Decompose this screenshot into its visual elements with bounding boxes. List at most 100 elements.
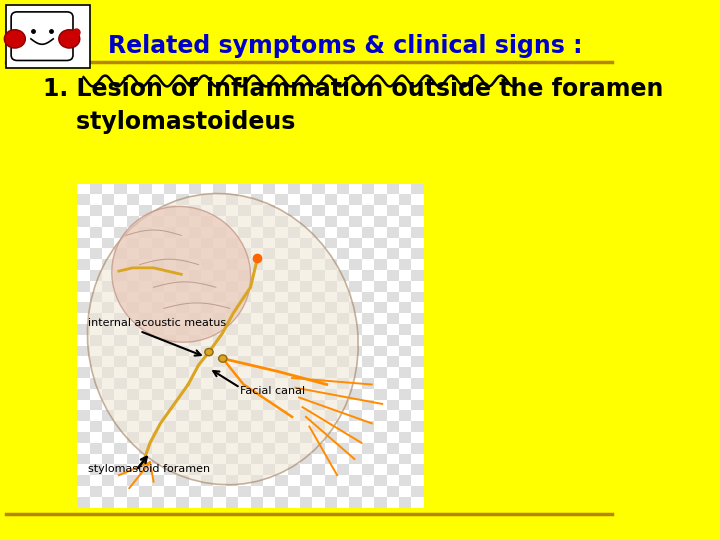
Text: stylomastoid foramen: stylomastoid foramen bbox=[88, 464, 210, 474]
Bar bbox=[251, 346, 263, 356]
Bar bbox=[238, 184, 251, 194]
Bar bbox=[90, 400, 102, 410]
Text: Facial canal: Facial canal bbox=[240, 386, 305, 396]
Bar bbox=[387, 443, 399, 454]
Bar bbox=[349, 475, 362, 486]
Bar bbox=[176, 216, 189, 227]
Bar bbox=[213, 227, 226, 238]
Bar bbox=[114, 184, 127, 194]
Bar bbox=[189, 335, 201, 346]
Bar bbox=[226, 302, 238, 313]
Bar bbox=[275, 454, 287, 464]
Bar bbox=[263, 270, 275, 281]
Bar bbox=[411, 248, 423, 259]
Bar bbox=[139, 205, 151, 216]
Bar bbox=[139, 421, 151, 432]
Ellipse shape bbox=[112, 206, 251, 342]
Bar bbox=[151, 238, 164, 248]
Bar bbox=[300, 324, 312, 335]
Bar bbox=[127, 389, 139, 400]
Bar bbox=[387, 378, 399, 389]
Bar bbox=[102, 216, 114, 227]
Bar bbox=[151, 324, 164, 335]
Bar bbox=[139, 486, 151, 497]
Bar bbox=[251, 389, 263, 400]
Bar bbox=[164, 378, 176, 389]
Bar bbox=[374, 432, 387, 443]
Bar bbox=[312, 464, 325, 475]
Bar bbox=[300, 497, 312, 508]
Bar bbox=[164, 464, 176, 475]
Bar bbox=[349, 497, 362, 508]
Bar bbox=[114, 292, 127, 302]
Bar bbox=[275, 281, 287, 292]
Bar bbox=[226, 216, 238, 227]
Bar bbox=[139, 292, 151, 302]
Bar bbox=[362, 464, 374, 475]
Bar bbox=[77, 324, 90, 335]
Bar bbox=[102, 389, 114, 400]
Bar bbox=[411, 270, 423, 281]
Bar bbox=[102, 454, 114, 464]
Bar bbox=[127, 432, 139, 443]
Bar bbox=[374, 367, 387, 378]
Bar bbox=[251, 454, 263, 464]
Bar bbox=[127, 454, 139, 464]
Bar bbox=[337, 378, 349, 389]
Bar bbox=[114, 486, 127, 497]
Bar bbox=[226, 454, 238, 464]
Bar bbox=[127, 216, 139, 227]
Bar bbox=[300, 432, 312, 443]
Bar bbox=[77, 281, 90, 292]
Bar bbox=[127, 497, 139, 508]
Bar bbox=[213, 400, 226, 410]
Bar bbox=[127, 367, 139, 378]
Bar bbox=[251, 194, 263, 205]
Bar bbox=[251, 216, 263, 227]
Bar bbox=[312, 443, 325, 454]
Bar bbox=[387, 464, 399, 475]
Bar bbox=[226, 410, 238, 421]
Bar bbox=[176, 194, 189, 205]
Bar bbox=[312, 378, 325, 389]
Bar bbox=[337, 227, 349, 238]
Bar bbox=[411, 421, 423, 432]
Bar bbox=[325, 194, 337, 205]
Bar bbox=[90, 335, 102, 346]
Bar bbox=[312, 421, 325, 432]
Bar bbox=[399, 238, 411, 248]
Bar bbox=[77, 475, 90, 486]
Bar bbox=[176, 259, 189, 270]
Bar bbox=[300, 302, 312, 313]
Bar bbox=[213, 205, 226, 216]
Bar bbox=[325, 324, 337, 335]
Bar bbox=[362, 335, 374, 346]
Bar bbox=[77, 497, 90, 508]
Bar bbox=[362, 227, 374, 238]
Bar bbox=[226, 194, 238, 205]
Bar bbox=[275, 389, 287, 400]
Bar bbox=[164, 400, 176, 410]
Bar bbox=[399, 497, 411, 508]
Bar bbox=[189, 486, 201, 497]
Bar bbox=[238, 486, 251, 497]
Bar bbox=[362, 205, 374, 216]
Bar bbox=[114, 378, 127, 389]
Bar bbox=[349, 367, 362, 378]
Bar bbox=[151, 389, 164, 400]
Bar bbox=[114, 335, 127, 346]
Bar bbox=[151, 367, 164, 378]
Bar bbox=[275, 194, 287, 205]
Bar bbox=[399, 367, 411, 378]
Bar bbox=[151, 346, 164, 356]
Bar bbox=[263, 248, 275, 259]
Bar bbox=[164, 184, 176, 194]
Bar bbox=[238, 443, 251, 454]
Bar bbox=[300, 216, 312, 227]
Bar bbox=[176, 432, 189, 443]
Bar bbox=[77, 194, 90, 205]
Bar bbox=[127, 194, 139, 205]
Bar bbox=[275, 346, 287, 356]
Bar bbox=[127, 238, 139, 248]
Bar bbox=[139, 443, 151, 454]
